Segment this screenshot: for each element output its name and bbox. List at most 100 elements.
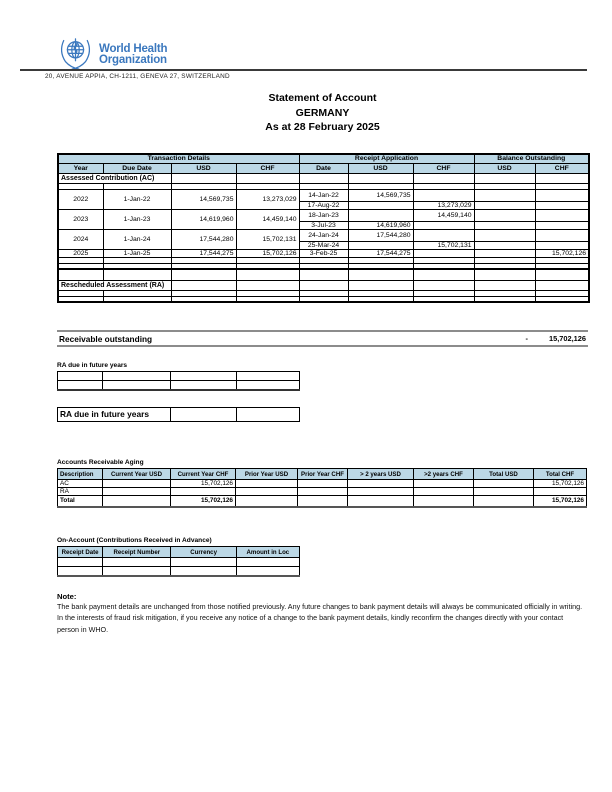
statement-table: Transaction Details Receipt Application … [57,153,591,303]
empty-cell [102,268,172,281]
empty-cell [57,295,104,303]
on-account-title: On-Account (Contributions Received in Ad… [57,537,212,544]
aging-row-ac: AC 15,702,126 15,702,126 [57,479,587,488]
empty-cell [347,172,414,184]
balance-usd-cell [473,240,536,250]
empty-cell [235,566,301,577]
receipt-usd-cell [347,208,414,222]
empty-cell [57,268,104,281]
empty-cell [235,371,301,381]
aging-col-total-usd: Total USD [473,468,534,480]
on-account-header-row: Receipt Date Receipt Number Currency Amo… [56,546,301,558]
empty-cell [298,295,349,303]
empty-cell [56,380,104,391]
balance-chf-cell [534,208,590,222]
balance-chf-cell [534,240,590,250]
empty-cell [298,268,349,281]
col-year: Year [57,162,104,174]
spacer-row-tall [57,268,590,281]
aging-value-cell: 15,702,126 [533,495,587,508]
balance-usd-cell [473,228,536,242]
aging-value-cell [170,487,236,496]
group-transaction-details: Transaction Details [57,153,300,164]
aging-table-wrap: Description Current Year USD Current Yea… [57,468,587,508]
empty-cell [56,566,104,577]
aging-value-cell [413,487,474,496]
assessed-chf-cell: 15,702,131 [235,228,300,250]
aging-value-cell [347,487,414,496]
empty-cell [170,371,237,381]
group-balance-outstanding: Balance Outstanding [473,153,590,164]
empty-cell [473,295,536,303]
empty-cell [170,172,237,184]
org-name-line1: World Health [99,43,168,55]
ra-future-bold-table: RA due in future years [56,407,301,422]
receipt-date-cell: 17-Aug-22 [298,200,349,210]
aging-col-prior-usd: Prior Year USD [235,468,298,480]
empty-cell [347,295,414,303]
balance-usd-cell [473,208,536,222]
aging-value-cell [533,487,587,496]
spacer-row [57,289,590,297]
empty-cell [473,172,536,184]
note-section: Note: The bank payment details are uncha… [57,592,586,635]
aging-value-cell [297,495,348,508]
empty-cell [412,268,475,281]
table-row [56,371,301,381]
ra-future-bold-wrap: RA due in future years [56,407,301,422]
letterhead-divider [20,69,587,72]
col-balance-usd: USD [473,162,536,174]
col-due-date: Due Date [102,162,172,174]
empty-cell [235,279,300,291]
spacer-row [57,262,590,270]
year-row-2025: 2025 1-Jan-25 17,544,275 15,702,126 3-Fe… [57,248,590,258]
empty-cell [473,268,536,281]
ra-future-table-wrap [56,371,301,391]
column-header-row: Year Due Date USD CHF Date USD CHF USD C… [57,162,590,174]
aging-row-ra: RA [57,487,587,496]
aging-value-cell [102,495,171,508]
empty-cell [56,371,104,381]
empty-cell [170,295,237,303]
note-body: The bank payment details are unchanged f… [57,602,583,634]
aging-value-cell [347,479,414,488]
balance-chf-cell [534,220,590,230]
receipt-usd-cell: 17,544,275 [347,248,414,258]
receipt-chf-cell [412,188,475,202]
aging-col-2years-chf: >2 years CHF [413,468,474,480]
aging-title: Accounts Receivable Aging [57,459,144,466]
receipt-chf-cell [412,248,475,258]
balance-chf-cell [534,228,590,242]
year-row-2024: 2024 1-Jan-24 17,544,280 15,702,131 24-J… [57,228,590,250]
aging-value-cell [297,487,348,496]
receivable-outstanding-label: Receivable outstanding [59,333,153,344]
aging-col-description: Description [57,468,103,480]
statement-table-wrap: Transaction Details Receipt Application … [57,153,591,303]
country-name: GERMANY [295,106,350,119]
receivable-usd-value: - [525,334,528,343]
group-header-row: Transaction Details Receipt Application … [57,153,590,164]
ra-future-table [56,371,301,391]
col-date: Date [298,162,349,174]
statement-date: As at 28 February 2025 [265,121,380,134]
aging-value-cell [235,495,298,508]
assessed-usd-cell: 17,544,280 [170,228,237,250]
document-title: Statement of Account [268,92,377,104]
due-date-cell: 1-Jan-25 [102,248,172,258]
table-row [56,380,301,391]
receipt-usd-cell: 14,619,960 [347,220,414,230]
receivable-chf-value: 15,702,126 [549,334,586,343]
empty-cell [235,557,301,567]
empty-cell [170,407,237,422]
empty-cell [170,557,237,567]
aging-value-cell [297,479,348,488]
aging-value-cell [473,495,534,508]
empty-cell [235,172,300,184]
col-receipt-chf: CHF [412,162,475,174]
aging-value-cell: 15,702,126 [170,479,236,488]
aging-value-cell [473,479,534,488]
oa-col-receipt-number: Receipt Number [102,546,172,558]
due-date-cell: 1-Jan-23 [102,208,172,230]
empty-cell [170,566,237,577]
